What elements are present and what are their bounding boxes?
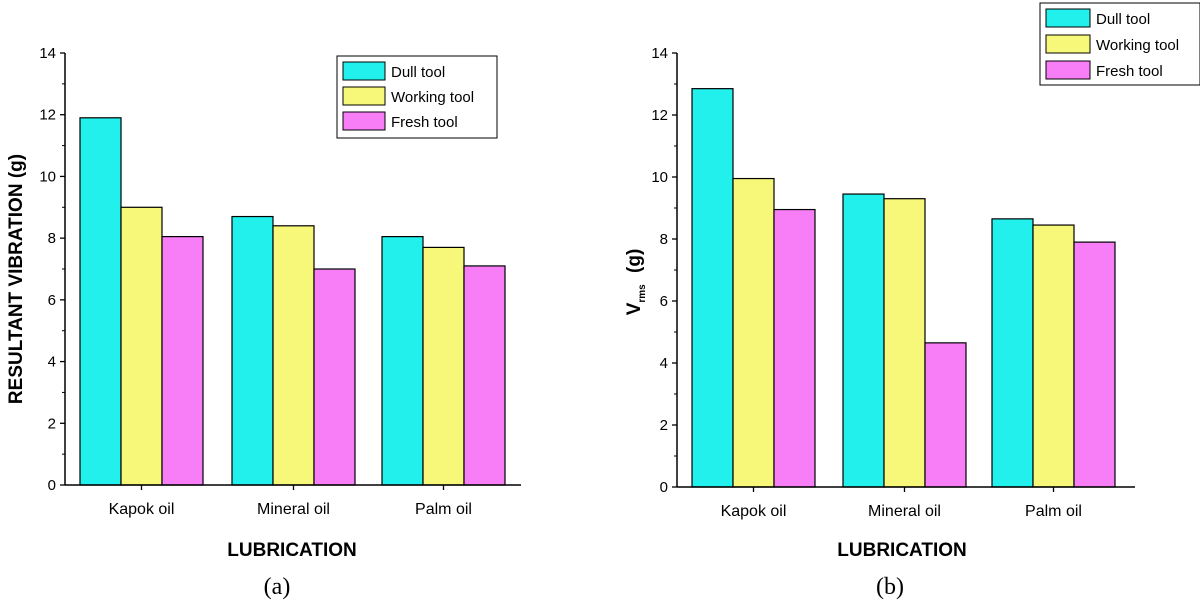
- bar-dull-tool-kapok-oil: [691, 88, 734, 488]
- legend-label: Dull tool: [391, 64, 445, 81]
- x-tick-label: Palm oil: [415, 501, 472, 518]
- y-axis-title-main: V: [624, 302, 645, 315]
- y-tick-label: 0: [660, 479, 668, 496]
- y-tick-label: 14: [39, 45, 56, 62]
- legend: Dull tool Working tool Fresh tool: [336, 55, 498, 139]
- bar-working-tool-palm-oil: [1032, 224, 1075, 488]
- y-tick-label: 6: [660, 293, 668, 310]
- y-tick-label: 6: [48, 292, 56, 309]
- y-tick-label: 2: [660, 417, 668, 434]
- bar-fresh-tool-kapok-oil: [773, 208, 816, 488]
- bar-fresh-tool-mineral-oil: [924, 342, 967, 488]
- bar-working-tool-mineral-oil: [883, 198, 926, 488]
- legend-swatch-dull-tool: [1045, 8, 1091, 28]
- bar-working-tool-kapok-oil: [120, 206, 163, 486]
- legend-label: Fresh tool: [391, 114, 458, 131]
- legend-swatch-dull-tool: [342, 61, 386, 81]
- legend-label: Working tool: [1096, 37, 1179, 54]
- x-tick-label: Kapok oil: [721, 503, 787, 520]
- x-axis-title: LUBRICATION: [837, 540, 966, 561]
- bar-fresh-tool-palm-oil: [463, 265, 506, 486]
- legend-swatch-fresh-tool: [1045, 60, 1091, 80]
- y-tick-label: 2: [48, 415, 56, 432]
- legend-label: Working tool: [391, 89, 474, 106]
- x-tick-label: Kapok oil: [109, 501, 175, 518]
- y-axis-title-subscript: rms: [637, 284, 648, 303]
- y-axis-title: RESULTANT VIBRATION (g): [6, 154, 27, 404]
- legend-swatch-working-tool: [342, 86, 386, 106]
- y-tick-label: 10: [39, 168, 56, 185]
- bar-dull-tool-kapok-oil: [79, 117, 122, 486]
- y-tick-label: 8: [48, 230, 56, 247]
- legend-swatch-fresh-tool: [342, 111, 386, 131]
- bar-dull-tool-mineral-oil: [231, 215, 274, 486]
- y-axis-title: Vrms (g): [624, 249, 648, 316]
- panel-caption: (a): [264, 574, 291, 600]
- x-tick-label: Palm oil: [1025, 503, 1082, 520]
- y-tick-label: 12: [651, 107, 668, 124]
- legend: Dull tool Working tool Fresh tool: [1039, 2, 1200, 86]
- legend-label: Dull tool: [1096, 11, 1150, 28]
- y-tick-label: 12: [39, 107, 56, 124]
- y-tick-label: 4: [48, 354, 56, 371]
- bar-dull-tool-palm-oil: [991, 218, 1034, 488]
- x-tick-label: Mineral oil: [257, 501, 330, 518]
- bar-working-tool-palm-oil: [422, 246, 465, 486]
- y-tick-label: 14: [651, 45, 668, 62]
- y-axis-title-unit: (g): [624, 249, 645, 279]
- x-axis-title: LUBRICATION: [227, 540, 356, 561]
- panel-caption: (b): [876, 574, 904, 600]
- bar-fresh-tool-palm-oil: [1073, 241, 1116, 488]
- legend-label: Fresh tool: [1096, 63, 1163, 80]
- bar-fresh-tool-kapok-oil: [161, 236, 204, 486]
- y-tick-label: 4: [660, 355, 668, 372]
- bar-dull-tool-palm-oil: [381, 236, 424, 486]
- y-tick-label: 0: [48, 477, 56, 494]
- chart-panel-b: 0 2 4 6 8 10 12 14 Kapok oil Mineral oil Palm oil L…: [624, 2, 1200, 600]
- y-tick-label: 10: [651, 169, 668, 186]
- x-tick-label: Mineral oil: [868, 503, 941, 520]
- bar-dull-tool-mineral-oil: [842, 193, 885, 488]
- bar-working-tool-kapok-oil: [732, 177, 775, 488]
- bar-working-tool-mineral-oil: [272, 225, 315, 486]
- y-tick-label: 8: [660, 231, 668, 248]
- chart-panel-a: 0 2 4 6 8 10 12 14 Kapok oil Mineral oil Palm oil L…: [6, 45, 521, 600]
- legend-swatch-working-tool: [1045, 34, 1091, 54]
- bar-fresh-tool-mineral-oil: [313, 268, 356, 486]
